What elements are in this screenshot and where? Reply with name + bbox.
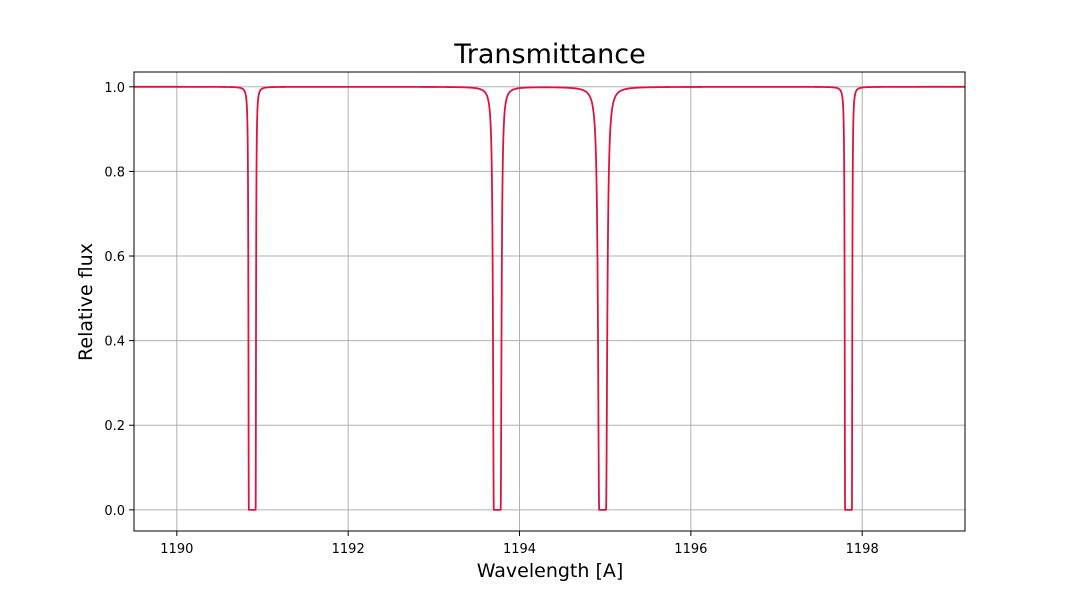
ticks-layer: 1190 1192 1194 1196 1198 0.0 0.2 0.4 0.6 0.8 1.0 (104, 81, 878, 557)
x-tick-label: 1194 (503, 542, 536, 557)
y-tick-label: 1.0 (104, 81, 125, 96)
y-tick-label: 0.6 (104, 250, 125, 265)
y-axis-title: Relative flux (75, 243, 97, 361)
data-layer (134, 85, 965, 511)
x-tick-label: 1192 (332, 542, 365, 557)
grid-layer (134, 72, 965, 531)
y-tick-label: 0.2 (104, 419, 125, 434)
x-axis-title: Wavelength [A] (477, 560, 624, 582)
y-tick-label: 0.0 (104, 504, 125, 519)
y-tick-label: 0.4 (104, 335, 125, 350)
plot-frame (133, 71, 966, 532)
chart-title: Transmittance (453, 39, 645, 70)
y-tick-label: 0.8 (104, 165, 125, 180)
x-tick-label: 1198 (846, 542, 879, 557)
x-tick-label: 1196 (674, 542, 707, 557)
transmittance-series-line (134, 85, 965, 511)
x-tick-label: 1190 (160, 542, 193, 557)
